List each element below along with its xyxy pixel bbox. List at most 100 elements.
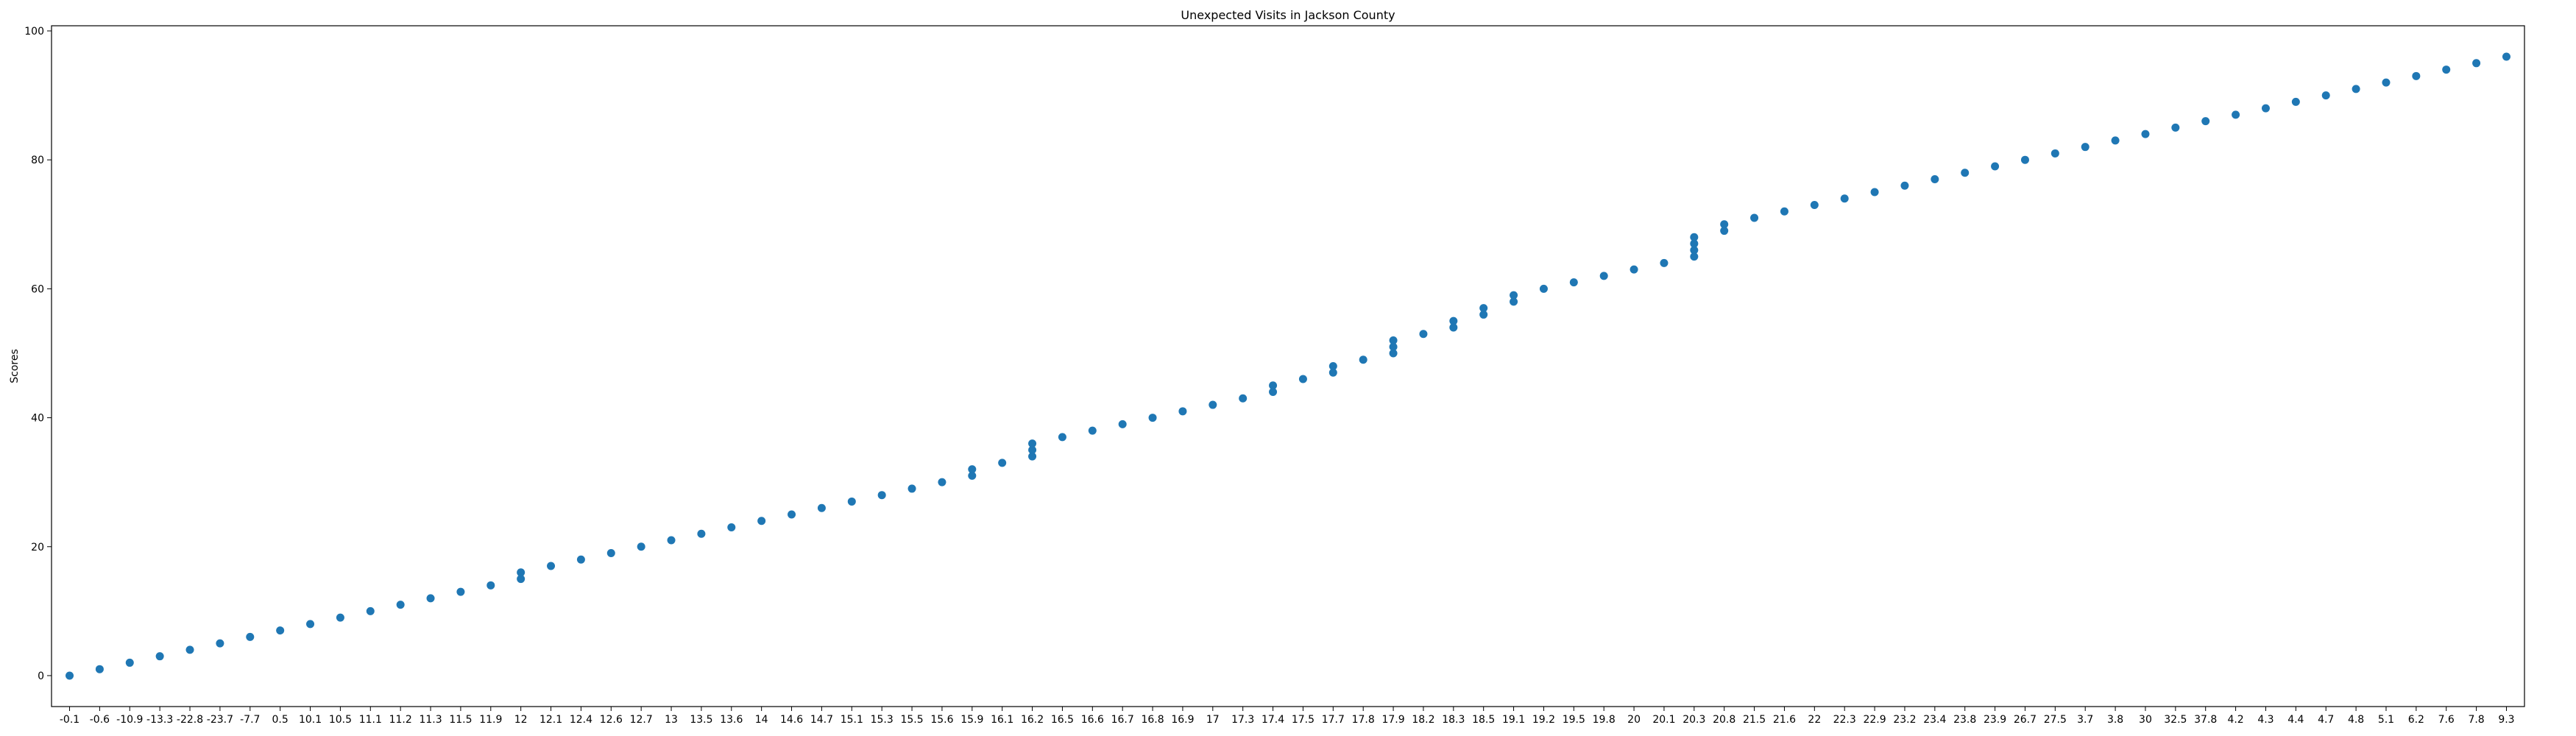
x-tick-label: 13 — [665, 714, 678, 726]
data-point — [1178, 407, 1187, 416]
x-tick-label: 12 — [514, 714, 528, 726]
y-tick-label: 20 — [31, 542, 44, 553]
x-tick-label: 20 — [1627, 714, 1641, 726]
data-points — [66, 52, 2510, 680]
data-point — [2321, 91, 2330, 100]
data-point — [1419, 330, 1428, 339]
data-point — [1599, 272, 1608, 280]
data-point — [847, 497, 856, 506]
data-point — [216, 639, 224, 648]
x-tick-label: 4.3 — [2257, 714, 2274, 726]
x-tick-label: 15.1 — [841, 714, 863, 726]
x-tick-label: -0.1 — [60, 714, 79, 726]
x-tick-label: 13.6 — [720, 714, 743, 726]
data-point — [1690, 252, 1699, 261]
data-point — [2261, 104, 2270, 113]
data-point — [517, 568, 526, 577]
x-tick-label: 16.7 — [1111, 714, 1134, 726]
data-point — [185, 645, 194, 654]
x-tick-label: 15.6 — [930, 714, 953, 726]
data-point — [366, 606, 375, 615]
data-point — [125, 658, 134, 667]
y-tick-label: 60 — [31, 283, 44, 295]
x-tick-label: 13.5 — [690, 714, 712, 726]
x-tick-label: 15.3 — [871, 714, 894, 726]
x-tick-label: 4.7 — [2318, 714, 2334, 726]
x-tick-label: 17.8 — [1352, 714, 1375, 726]
plot-area-frame — [51, 25, 2525, 707]
data-point — [1028, 439, 1037, 448]
data-point — [1088, 426, 1097, 435]
data-point — [456, 587, 465, 596]
x-tick-label: 21.5 — [1743, 714, 1766, 726]
x-tick-label: -22.8 — [177, 714, 203, 726]
x-tick-label: -10.9 — [116, 714, 143, 726]
data-point — [486, 581, 495, 590]
x-tick-label: 14 — [755, 714, 768, 726]
y-tick-label: 0 — [38, 670, 44, 682]
data-point — [1690, 233, 1699, 241]
data-point — [1660, 258, 1669, 267]
x-tick-label: 15.5 — [900, 714, 923, 726]
x-tick-label: 23.9 — [1984, 714, 2006, 726]
data-point — [1510, 297, 1518, 306]
x-tick-label: 9.3 — [2498, 714, 2514, 726]
x-tick-label: 11.3 — [419, 714, 442, 726]
x-tick-label: 16.2 — [1021, 714, 1044, 726]
x-tick-label: -7.7 — [240, 714, 260, 726]
data-point — [1269, 388, 1278, 397]
data-point — [1239, 394, 1248, 403]
y-tick-label: 100 — [24, 26, 44, 38]
x-tick-label: 22.3 — [1833, 714, 1856, 726]
data-point — [1269, 381, 1278, 390]
x-tick-label: 11.1 — [359, 714, 382, 726]
x-tick-label: 12.1 — [539, 714, 562, 726]
data-point — [2412, 71, 2421, 80]
x-tick-label: 20.8 — [1713, 714, 1735, 726]
data-point — [1298, 375, 1307, 383]
data-point — [2291, 97, 2300, 106]
data-point — [1840, 194, 1849, 203]
data-point — [1449, 316, 1458, 325]
data-point — [576, 555, 585, 564]
data-point — [1389, 336, 1398, 344]
x-tick-label: 3.8 — [2107, 714, 2123, 726]
x-tick-label: 17 — [1206, 714, 1220, 726]
data-point — [1750, 213, 1759, 222]
x-tick-label: 37.8 — [2194, 714, 2217, 726]
data-point — [547, 562, 556, 570]
data-point — [877, 491, 886, 500]
x-tick-label: 11.2 — [389, 714, 412, 726]
data-point — [95, 665, 104, 673]
data-point — [1991, 162, 2000, 171]
data-point — [2201, 117, 2210, 126]
data-point — [1449, 323, 1458, 332]
x-tick-label: 5.1 — [2378, 714, 2394, 726]
x-tick-label: 19.2 — [1532, 714, 1555, 726]
x-tick-label: 14.6 — [780, 714, 803, 726]
x-tick-label: 14.7 — [810, 714, 833, 726]
x-tick-label: 19.8 — [1593, 714, 1616, 726]
data-point — [396, 601, 405, 609]
x-tick-label: 23.8 — [1953, 714, 1976, 726]
x-tick-label: 4.8 — [2348, 714, 2364, 726]
x-tick-label: 6.2 — [2408, 714, 2424, 726]
data-point — [1900, 181, 1909, 190]
x-tick-label: 22 — [1808, 714, 1821, 726]
x-tick-label: 10.5 — [329, 714, 352, 726]
data-point — [938, 478, 946, 486]
data-point — [1870, 188, 1879, 197]
data-point — [1058, 433, 1066, 442]
data-point — [1630, 265, 1638, 274]
x-tick-label: 17.4 — [1262, 714, 1284, 726]
x-tick-label: 16.1 — [991, 714, 1013, 726]
data-point — [2171, 123, 2180, 132]
data-point — [426, 594, 435, 603]
data-point — [817, 503, 826, 512]
data-point — [606, 549, 615, 558]
y-axis: 0 20 40 60 80 100 — [24, 26, 52, 682]
x-tick-label: 11.9 — [479, 714, 502, 726]
data-point — [246, 632, 255, 641]
x-tick-label: 16.6 — [1081, 714, 1104, 726]
x-tick-label: 21.6 — [1773, 714, 1796, 726]
